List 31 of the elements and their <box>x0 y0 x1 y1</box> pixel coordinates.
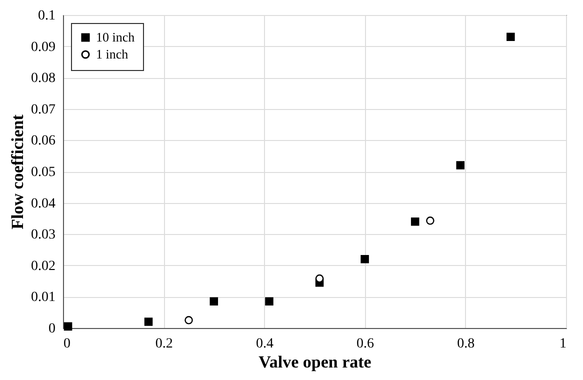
y-tick-label: 0.04 <box>31 196 56 212</box>
point <box>426 216 434 225</box>
legend-label: 10 inch <box>96 30 136 44</box>
point <box>360 255 369 264</box>
y-tick-label: 0.09 <box>31 40 56 55</box>
y-tick-label: 0 <box>48 322 56 336</box>
x-tick-label: 0.4 <box>256 336 274 352</box>
x-tick-label: 0.6 <box>356 336 374 352</box>
x-tick-label: 0.8 <box>457 336 475 352</box>
y-tick-label: 0.03 <box>31 228 56 243</box>
point <box>210 297 218 306</box>
x-axis-title: Valve open rate <box>258 352 372 372</box>
y-tick-label: 0.07 <box>31 102 56 118</box>
y-tick-label: 0.05 <box>31 165 56 180</box>
y-axis-title: Flow coefficient <box>8 114 27 230</box>
y-tick-label: 0.06 <box>31 134 56 149</box>
point <box>144 318 153 326</box>
point <box>506 32 515 42</box>
point <box>456 161 465 170</box>
legend-label: 1 inch <box>96 46 129 62</box>
y-tick-label: 0.1 <box>38 8 56 24</box>
x-tick-label: 1 <box>560 336 566 352</box>
point <box>64 322 72 331</box>
point <box>265 297 274 306</box>
x-tick-label: 0.2 <box>155 336 173 352</box>
point <box>410 217 420 226</box>
y-tick-label: 0.02 <box>31 258 56 274</box>
y-tick-label: 0.01 <box>31 290 56 306</box>
x-tick-label: 0 <box>64 336 70 352</box>
y-tick-label: 0.08 <box>31 71 56 86</box>
point <box>184 316 193 324</box>
